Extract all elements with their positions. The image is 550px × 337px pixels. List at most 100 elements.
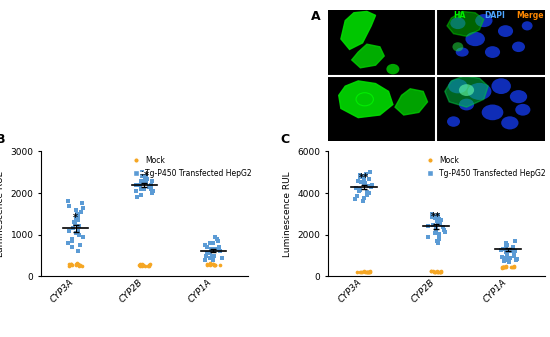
Point: [64, 240, 73, 246]
Point: [502, 240, 511, 246]
Point: [208, 240, 217, 246]
Point: [210, 234, 219, 240]
Point: [68, 263, 76, 268]
Ellipse shape: [515, 104, 530, 116]
Point: [503, 251, 512, 256]
Point: [77, 201, 86, 206]
Point: [355, 175, 364, 180]
Point: [503, 242, 512, 248]
Polygon shape: [339, 81, 393, 118]
Point: [145, 263, 153, 268]
Point: [497, 265, 506, 270]
Point: [499, 265, 508, 270]
Point: [137, 186, 146, 192]
Ellipse shape: [485, 46, 500, 58]
Point: [76, 209, 85, 215]
Point: [497, 254, 506, 259]
Ellipse shape: [510, 90, 527, 103]
Point: [510, 264, 519, 269]
Point: [353, 193, 361, 199]
Point: [360, 174, 368, 179]
Point: [498, 247, 507, 252]
Point: [139, 262, 147, 268]
Point: [436, 269, 445, 274]
Point: [498, 264, 507, 270]
Point: [142, 180, 151, 185]
Point: [202, 262, 211, 268]
Point: [355, 187, 364, 193]
Point: [364, 269, 372, 274]
Ellipse shape: [498, 25, 513, 37]
Point: [206, 255, 215, 260]
Point: [212, 247, 221, 252]
Point: [433, 269, 442, 274]
Point: [208, 261, 217, 267]
Point: [73, 217, 82, 223]
Point: [132, 182, 141, 187]
Point: [69, 226, 78, 231]
Ellipse shape: [492, 78, 511, 94]
Point: [216, 249, 224, 254]
Point: [368, 182, 377, 187]
Point: [359, 181, 368, 186]
Point: [502, 257, 510, 263]
Point: [428, 211, 437, 217]
Point: [210, 263, 219, 268]
Y-axis label: Luminescence RUL: Luminescence RUL: [0, 171, 5, 257]
Point: [139, 180, 147, 185]
Point: [509, 253, 518, 258]
Point: [427, 269, 436, 274]
Point: [502, 253, 511, 258]
Point: [64, 203, 73, 208]
Point: [434, 231, 443, 236]
Point: [362, 269, 371, 275]
Point: [208, 257, 217, 263]
Point: [68, 236, 76, 242]
Point: [75, 242, 84, 248]
Point: [75, 262, 84, 267]
Point: [206, 240, 214, 246]
Y-axis label: Luminescence RUL: Luminescence RUL: [283, 171, 292, 257]
Point: [508, 246, 517, 251]
Point: [63, 199, 72, 204]
Text: DAPI: DAPI: [484, 11, 505, 20]
Ellipse shape: [475, 14, 492, 27]
Point: [70, 222, 79, 227]
Point: [210, 263, 218, 268]
Point: [499, 265, 508, 270]
Point: [432, 218, 441, 224]
Point: [502, 255, 510, 260]
Point: [135, 182, 144, 187]
Point: [65, 263, 74, 268]
Point: [364, 190, 373, 196]
Point: [71, 261, 80, 267]
Point: [360, 177, 368, 182]
Point: [498, 265, 507, 270]
Point: [145, 262, 153, 267]
Text: *: *: [73, 213, 78, 223]
Point: [361, 270, 370, 275]
Point: [141, 176, 150, 181]
Point: [510, 252, 519, 257]
Point: [145, 262, 154, 267]
Point: [72, 207, 80, 212]
Ellipse shape: [459, 99, 474, 111]
Point: [147, 182, 156, 187]
Ellipse shape: [465, 32, 485, 46]
Point: [507, 249, 516, 254]
Point: [209, 261, 218, 267]
Point: [360, 269, 368, 274]
Point: [510, 264, 519, 269]
Point: [205, 251, 214, 256]
Point: [74, 228, 82, 233]
Ellipse shape: [387, 64, 399, 74]
Point: [436, 269, 445, 274]
Point: [74, 213, 82, 219]
Point: [145, 184, 153, 189]
Point: [435, 216, 444, 222]
Point: [202, 245, 211, 250]
Point: [353, 269, 362, 274]
Point: [206, 262, 215, 267]
Point: [362, 189, 371, 195]
Point: [136, 192, 145, 198]
